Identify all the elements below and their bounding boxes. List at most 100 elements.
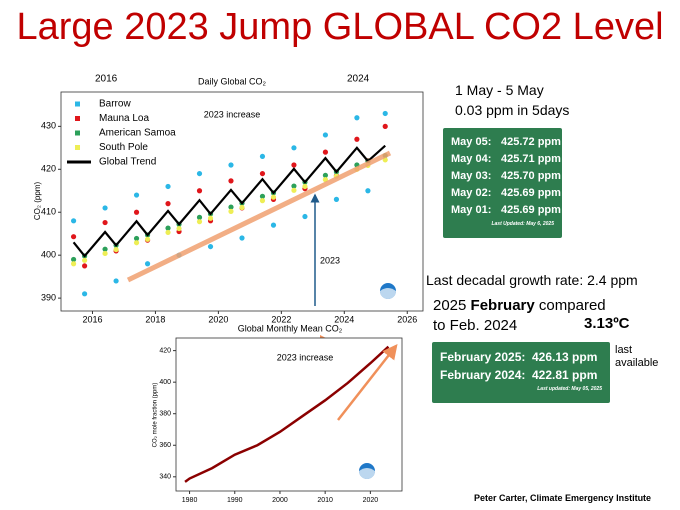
trend-arrow xyxy=(337,344,398,421)
data-point xyxy=(270,222,277,228)
period-range: 1 May - 5 May xyxy=(455,82,544,98)
legend-label: Barrow xyxy=(99,99,131,110)
row-label: May 04: xyxy=(451,153,492,165)
y-tick-label: 360 xyxy=(159,442,171,449)
legend-label: American Samoa xyxy=(99,128,176,139)
data-point xyxy=(176,225,182,232)
data-point xyxy=(228,162,234,168)
data-point xyxy=(144,261,151,267)
x-tick-label: 1990 xyxy=(227,497,243,504)
row-value: 425.69 ppm xyxy=(501,204,561,216)
data-point xyxy=(228,208,234,214)
data-point xyxy=(382,123,388,129)
table-row: May 04: 425.71 ppm xyxy=(451,153,562,170)
x-tick-label: 2024 xyxy=(334,314,354,324)
data-point xyxy=(165,183,171,190)
data-point xyxy=(291,187,297,193)
y-tick-label: 400 xyxy=(159,379,171,386)
legend-label: South Pole xyxy=(99,142,148,153)
y-tick-label: 380 xyxy=(159,411,171,418)
data-point xyxy=(322,149,329,155)
data-point xyxy=(239,235,245,241)
x-tick-label: 2000 xyxy=(272,497,288,504)
data-point xyxy=(354,115,360,121)
y-tick-label: 340 xyxy=(159,474,171,481)
data-point xyxy=(365,188,371,194)
data-point xyxy=(228,178,234,184)
data-point xyxy=(70,234,77,240)
row-label: May 03: xyxy=(451,170,492,182)
y-tick-label: 400 xyxy=(41,250,56,260)
data-point xyxy=(82,257,88,263)
x-tick-label: 2020 xyxy=(363,497,379,504)
legend-label: Mauna Loa xyxy=(99,113,149,124)
compare-month: February xyxy=(470,297,535,314)
y-tick-label: 420 xyxy=(41,164,56,174)
annotation: 2023 xyxy=(320,255,340,265)
annotation: 2023 increase xyxy=(204,109,261,119)
data-point xyxy=(322,132,329,138)
table-row: May 02: 425.69 ppm xyxy=(451,187,562,204)
row-label: May 05: xyxy=(451,136,492,148)
data-point xyxy=(144,236,151,242)
compare-rest: compared xyxy=(538,297,606,314)
data-point xyxy=(70,256,77,263)
chart-title: Daily Global CO₂ xyxy=(198,76,267,86)
y-axis-label: CO₂ (ppm) xyxy=(33,182,42,221)
data-point xyxy=(133,235,140,242)
data-line xyxy=(184,345,390,483)
annotation: 2024 xyxy=(347,74,370,85)
row-value: 425.70 ppm xyxy=(501,170,561,182)
data-point xyxy=(165,201,171,207)
data-point xyxy=(196,170,203,177)
data-point xyxy=(259,193,266,199)
credit: Peter Carter, Climate Emergency Institut… xyxy=(474,493,652,503)
data-point xyxy=(82,263,88,269)
data-point xyxy=(291,162,297,168)
chart-title: Global Monthly Mean CO₂ xyxy=(238,323,343,333)
data-point xyxy=(133,192,140,198)
data-point xyxy=(196,214,203,220)
y-tick-label: 390 xyxy=(41,292,56,302)
data-point xyxy=(270,194,277,200)
legend-swatch xyxy=(75,145,80,150)
data-point xyxy=(354,136,360,142)
row-value: 425.72 ppm xyxy=(501,136,561,148)
x-tick-label: 2010 xyxy=(317,497,333,504)
annotation: 2023 increase xyxy=(277,352,334,362)
data-point xyxy=(165,229,171,236)
data-point xyxy=(70,218,77,224)
table-row: May 01: 425.69 ppm xyxy=(451,204,562,221)
x-tick-label: 2016 xyxy=(82,314,102,324)
data-point xyxy=(207,215,214,221)
data-point xyxy=(196,219,203,225)
table-footer: Last Updated: May 6, 2025 xyxy=(491,221,554,227)
x-tick-label: 1980 xyxy=(182,497,198,504)
data-point xyxy=(291,183,297,189)
x-tick-label: 2018 xyxy=(145,314,165,324)
table-footer: Last updated: May 05, 2025 xyxy=(537,386,602,392)
row-value: 425.71 ppm xyxy=(501,153,561,165)
legend-label: Global Trend xyxy=(99,157,156,168)
row-value: 425.69 ppm xyxy=(501,187,561,199)
y-tick-label: 430 xyxy=(41,121,56,131)
data-point xyxy=(302,213,308,220)
data-point xyxy=(113,278,119,284)
compare-line1: 2025 February compared xyxy=(433,297,606,314)
may-table: May 05: 425.72 ppm May 04: 425.71 ppm May 03… xyxy=(443,128,562,238)
table-row: February 2024: 422.81 ppm xyxy=(440,368,610,386)
y-axis-label: CO₂ mole fraction (ppm) xyxy=(153,383,159,448)
data-point xyxy=(165,225,171,231)
period-change: 0.03 ppm in 5days xyxy=(455,102,570,118)
y-tick-label: 410 xyxy=(41,207,56,217)
temperature: 3.13ºC xyxy=(584,315,630,332)
compare-line2: to Feb. 2024 xyxy=(433,317,518,334)
chart: Global Monthly Mean CO₂ CO₂ mole fraction… xyxy=(153,323,403,504)
feb-table: February 2025: 426.13 ppm February 2024: 42… xyxy=(432,342,610,403)
x-tick-label: 2022 xyxy=(271,314,291,324)
data-point xyxy=(333,196,340,202)
logo xyxy=(380,288,396,299)
data-point xyxy=(82,291,88,297)
